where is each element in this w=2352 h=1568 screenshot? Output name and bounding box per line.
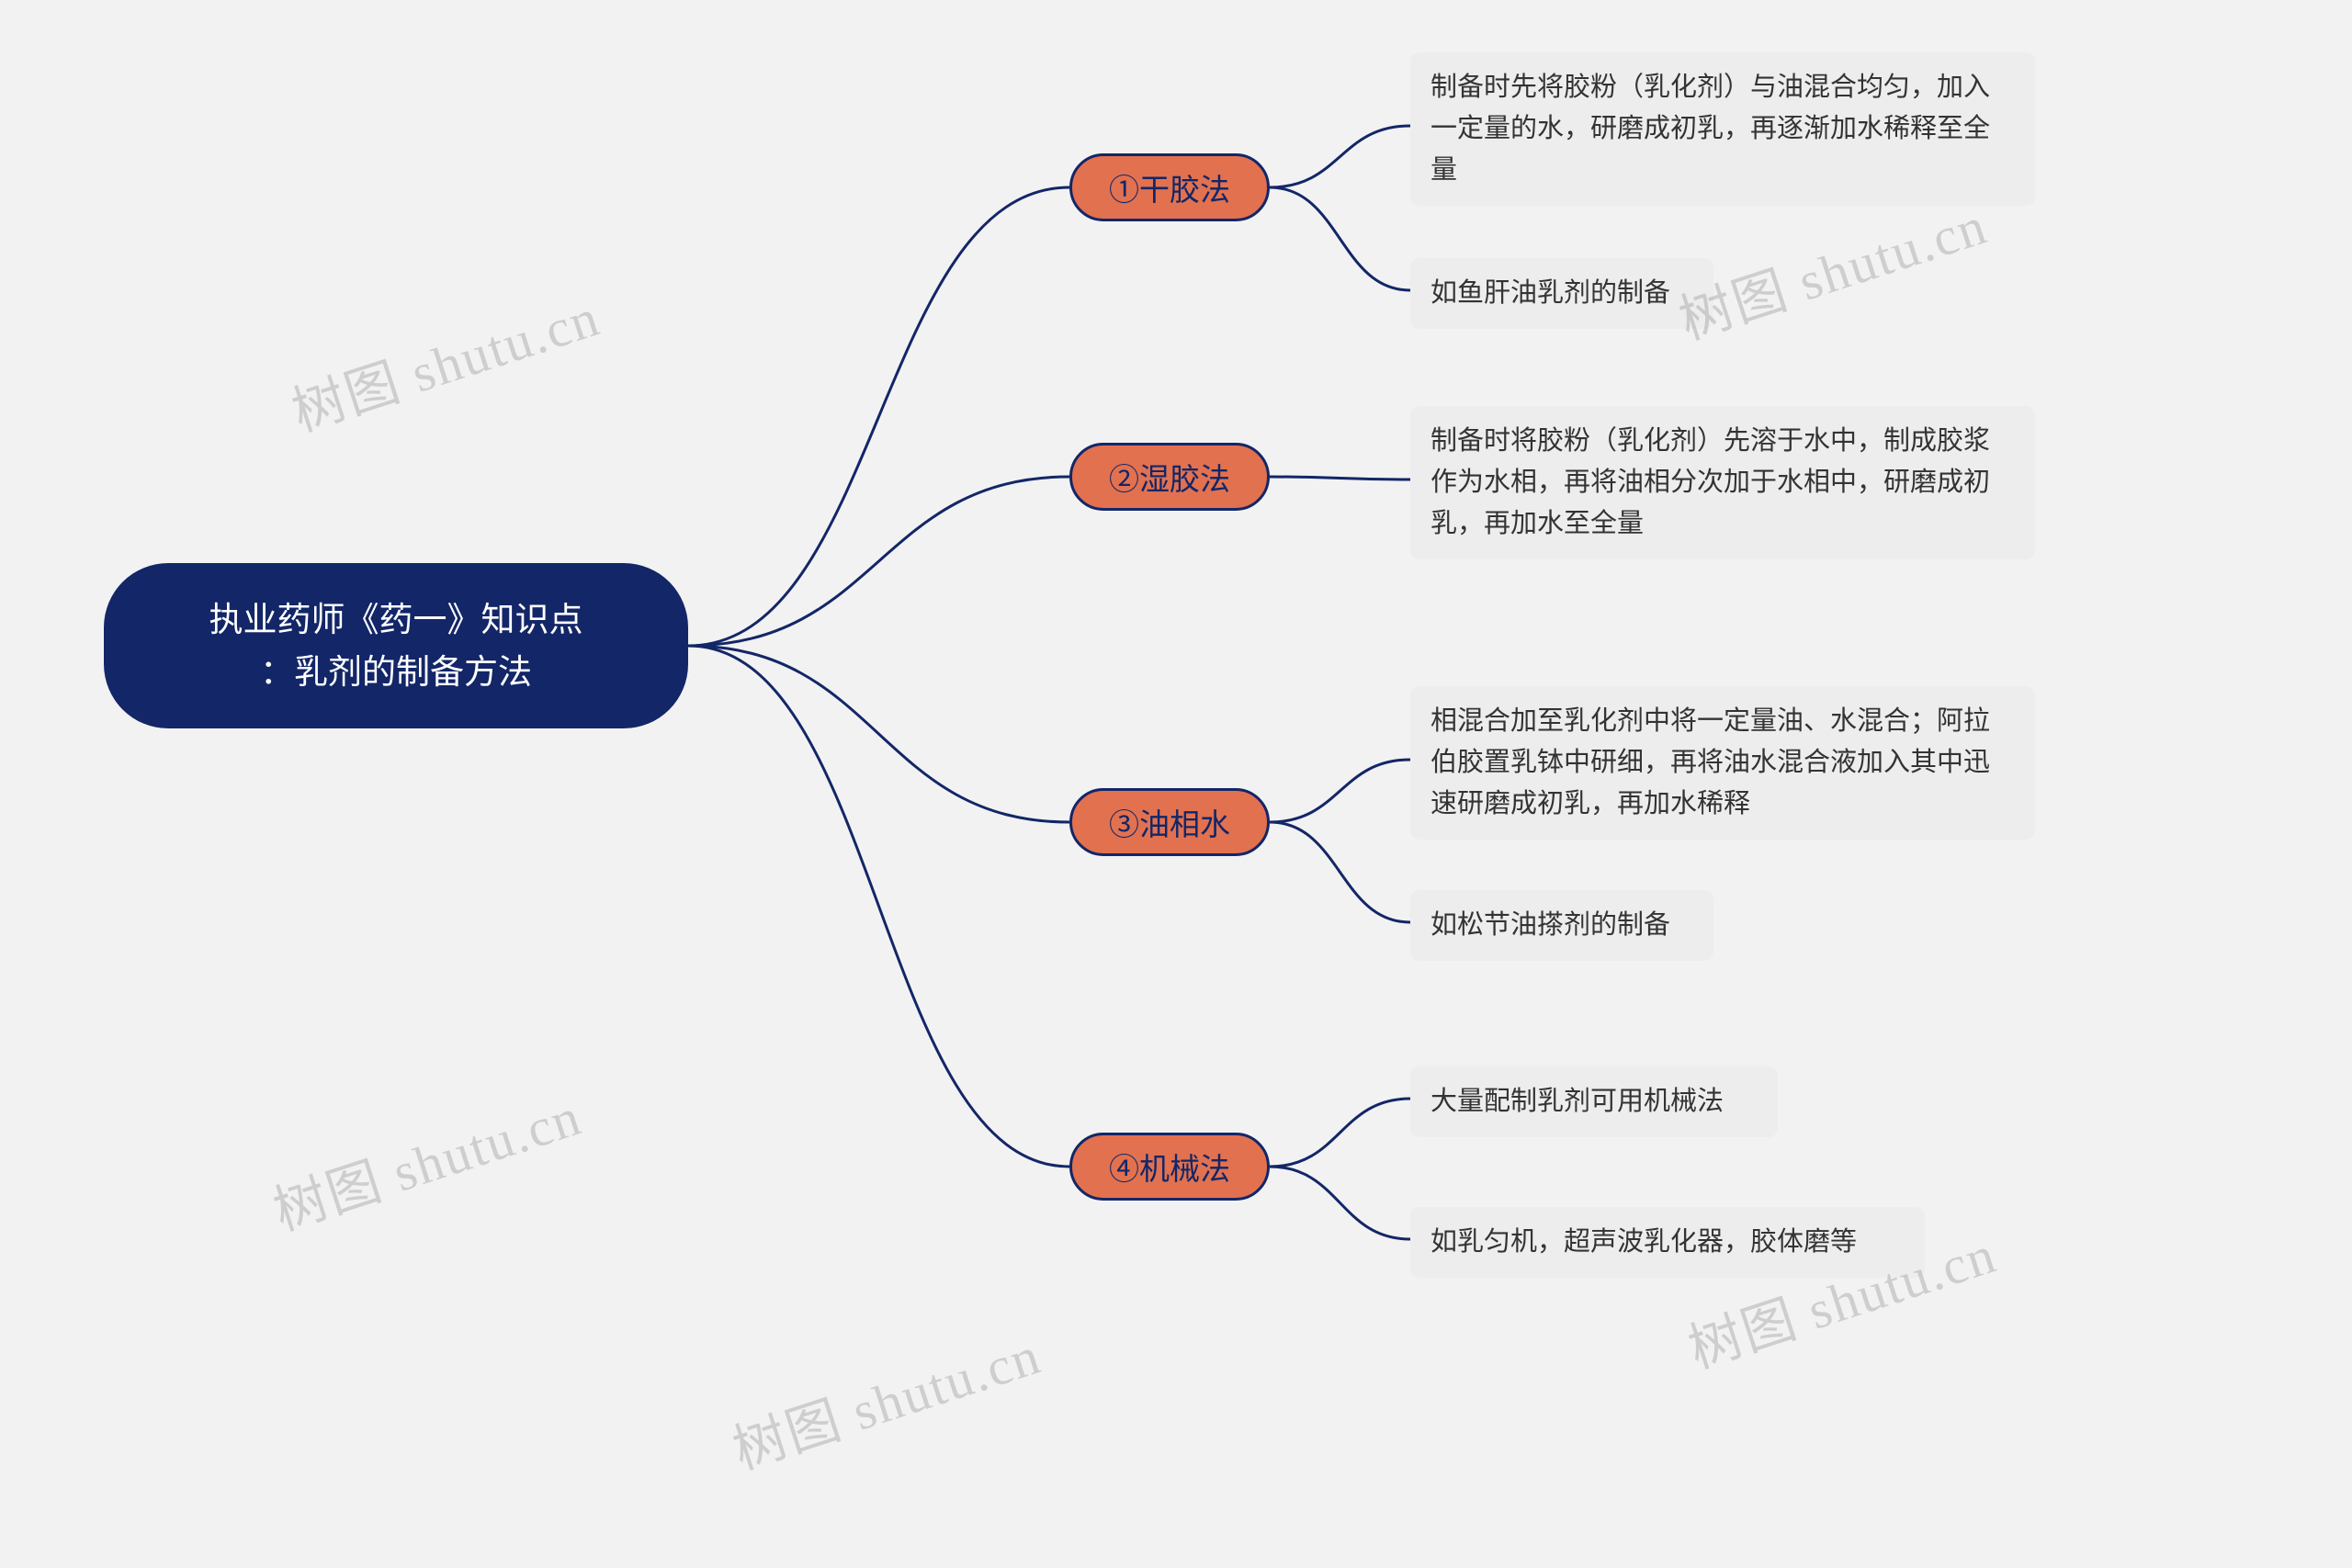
watermark-text: 树图 shutu.cn xyxy=(1668,182,1996,354)
watermark-text: 树图 shutu.cn xyxy=(281,274,608,446)
leaf-text: 如乳匀机，超声波乳化器，胶体磨等 xyxy=(1430,1227,1857,1257)
leaf-node: 制备时先将胶粉（乳化剂）与油混合均匀，加入一定量的水，研磨成初乳，再逐渐加水稀释… xyxy=(1410,52,2035,206)
leaf-text: 制备时先将胶粉（乳化剂）与油混合均匀，加入一定量的水，研磨成初乳，再逐渐加水稀释… xyxy=(1430,73,1990,185)
leaf-text: 制备时将胶粉（乳化剂）先溶于水中，制成胶浆作为水相，再将油相分次加于水相中，研磨… xyxy=(1430,426,1990,538)
root-text: 执业药师《药一》知识点：乳剂的制备方法 xyxy=(209,593,583,699)
leaf-node: 大量配制乳剂可用机械法 xyxy=(1410,1066,1778,1137)
watermark-text: 树图 shutu.cn xyxy=(722,1312,1049,1483)
branch-label: ④机械法 xyxy=(1109,1145,1230,1189)
branch-label: ③油相水 xyxy=(1109,800,1230,844)
branch-node: ①干胶法 xyxy=(1069,153,1270,221)
branch-label: ②湿胶法 xyxy=(1109,455,1230,499)
leaf-node: 制备时将胶粉（乳化剂）先溶于水中，制成胶浆作为水相，再将油相分次加于水相中，研磨… xyxy=(1410,406,2035,559)
leaf-node: 如松节油搽剂的制备 xyxy=(1410,890,1713,961)
root-node: 执业药师《药一》知识点：乳剂的制备方法 xyxy=(104,563,688,728)
branch-node: ④机械法 xyxy=(1069,1133,1270,1201)
leaf-node: 相混合加至乳化剂中将一定量油、水混合；阿拉伯胶置乳钵中研细，再将油水混合液加入其… xyxy=(1410,686,2035,840)
branch-node: ②湿胶法 xyxy=(1069,443,1270,511)
leaf-text: 如松节油搽剂的制备 xyxy=(1430,910,1670,940)
leaf-node: 如乳匀机，超声波乳化器，胶体磨等 xyxy=(1410,1207,1925,1278)
leaf-text: 大量配制乳剂可用机械法 xyxy=(1430,1087,1724,1116)
branch-label: ①干胶法 xyxy=(1109,165,1230,209)
watermark-text: 树图 shutu.cn xyxy=(263,1073,590,1245)
leaf-node: 如鱼肝油乳剂的制备 xyxy=(1410,258,1713,329)
branch-node: ③油相水 xyxy=(1069,788,1270,856)
mindmap-canvas: 执业药师《药一》知识点：乳剂的制备方法 ①干胶法 制备时先将胶粉（乳化剂）与油混合… xyxy=(0,0,2352,1568)
leaf-text: 相混合加至乳化剂中将一定量油、水混合；阿拉伯胶置乳钵中研细，再将油水混合液加入其… xyxy=(1430,706,1990,818)
leaf-text: 如鱼肝油乳剂的制备 xyxy=(1430,278,1670,308)
